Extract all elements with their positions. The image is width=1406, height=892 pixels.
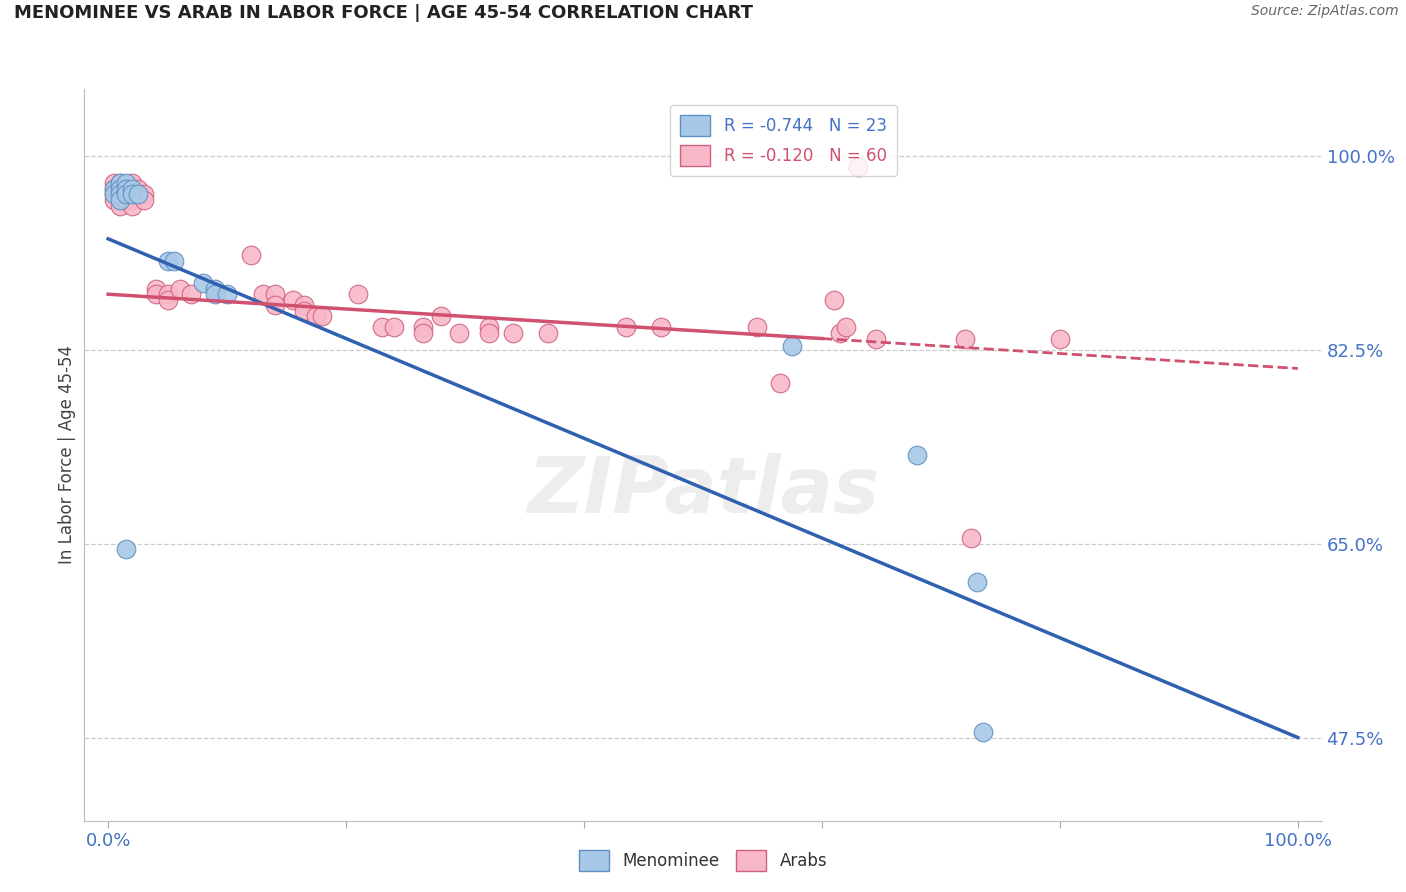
Legend: Menominee, Arabs: Menominee, Arabs	[572, 844, 834, 878]
Point	[252, 287, 274, 301]
Point	[103, 182, 125, 196]
Point	[127, 187, 149, 202]
Point	[108, 177, 131, 191]
Point	[103, 177, 125, 191]
Point	[371, 320, 394, 334]
Point	[828, 326, 851, 340]
Point	[115, 187, 138, 202]
Point	[478, 326, 501, 340]
Point	[953, 332, 976, 346]
Point	[121, 193, 143, 207]
Point	[823, 293, 845, 307]
Point	[121, 198, 143, 212]
Point	[121, 182, 143, 196]
Point	[294, 303, 316, 318]
Point	[846, 160, 869, 174]
Point	[115, 182, 138, 196]
Point	[972, 725, 994, 739]
Point	[108, 198, 131, 212]
Y-axis label: In Labor Force | Age 45-54: In Labor Force | Age 45-54	[58, 345, 76, 565]
Point	[1049, 332, 1071, 346]
Point	[966, 575, 988, 590]
Point	[263, 298, 285, 312]
Point	[502, 326, 524, 340]
Point	[121, 187, 143, 202]
Point	[614, 320, 637, 334]
Point	[959, 531, 981, 545]
Point	[347, 287, 370, 301]
Point	[103, 182, 125, 196]
Point	[305, 310, 328, 324]
Point	[108, 177, 131, 191]
Point	[263, 287, 285, 301]
Point	[835, 320, 858, 334]
Point	[127, 187, 149, 202]
Text: MENOMINEE VS ARAB IN LABOR FORCE | AGE 45-54 CORRELATION CHART: MENOMINEE VS ARAB IN LABOR FORCE | AGE 4…	[14, 4, 754, 22]
Point	[156, 254, 179, 268]
Point	[769, 376, 792, 390]
Point	[115, 177, 138, 191]
Point	[780, 339, 803, 353]
Point	[745, 320, 768, 334]
Point	[311, 310, 333, 324]
Point	[121, 177, 143, 191]
Point	[108, 193, 131, 207]
Point	[650, 320, 672, 334]
Point	[412, 326, 434, 340]
Point	[204, 282, 226, 296]
Point	[132, 187, 155, 202]
Text: Source: ZipAtlas.com: Source: ZipAtlas.com	[1251, 4, 1399, 19]
Point	[108, 187, 131, 202]
Point	[169, 282, 191, 296]
Point	[145, 287, 167, 301]
Point	[121, 187, 143, 202]
Point	[204, 287, 226, 301]
Point	[412, 320, 434, 334]
Point	[108, 187, 131, 202]
Point	[115, 182, 138, 196]
Point	[478, 320, 501, 334]
Point	[430, 310, 453, 324]
Point	[382, 320, 405, 334]
Point	[156, 287, 179, 301]
Point	[162, 254, 184, 268]
Point	[103, 193, 125, 207]
Point	[865, 332, 887, 346]
Point	[115, 193, 138, 207]
Point	[449, 326, 471, 340]
Point	[108, 182, 131, 196]
Point	[217, 287, 239, 301]
Point	[239, 248, 262, 262]
Point	[115, 542, 138, 557]
Point	[127, 182, 149, 196]
Point	[294, 298, 316, 312]
Point	[193, 276, 215, 290]
Point	[121, 182, 143, 196]
Point	[180, 287, 202, 301]
Point	[108, 193, 131, 207]
Point	[905, 448, 928, 462]
Point	[281, 293, 304, 307]
Point	[145, 282, 167, 296]
Text: ZIPatlas: ZIPatlas	[527, 453, 879, 530]
Point	[132, 193, 155, 207]
Point	[103, 187, 125, 202]
Point	[156, 293, 179, 307]
Point	[103, 187, 125, 202]
Point	[108, 182, 131, 196]
Point	[537, 326, 560, 340]
Point	[115, 187, 138, 202]
